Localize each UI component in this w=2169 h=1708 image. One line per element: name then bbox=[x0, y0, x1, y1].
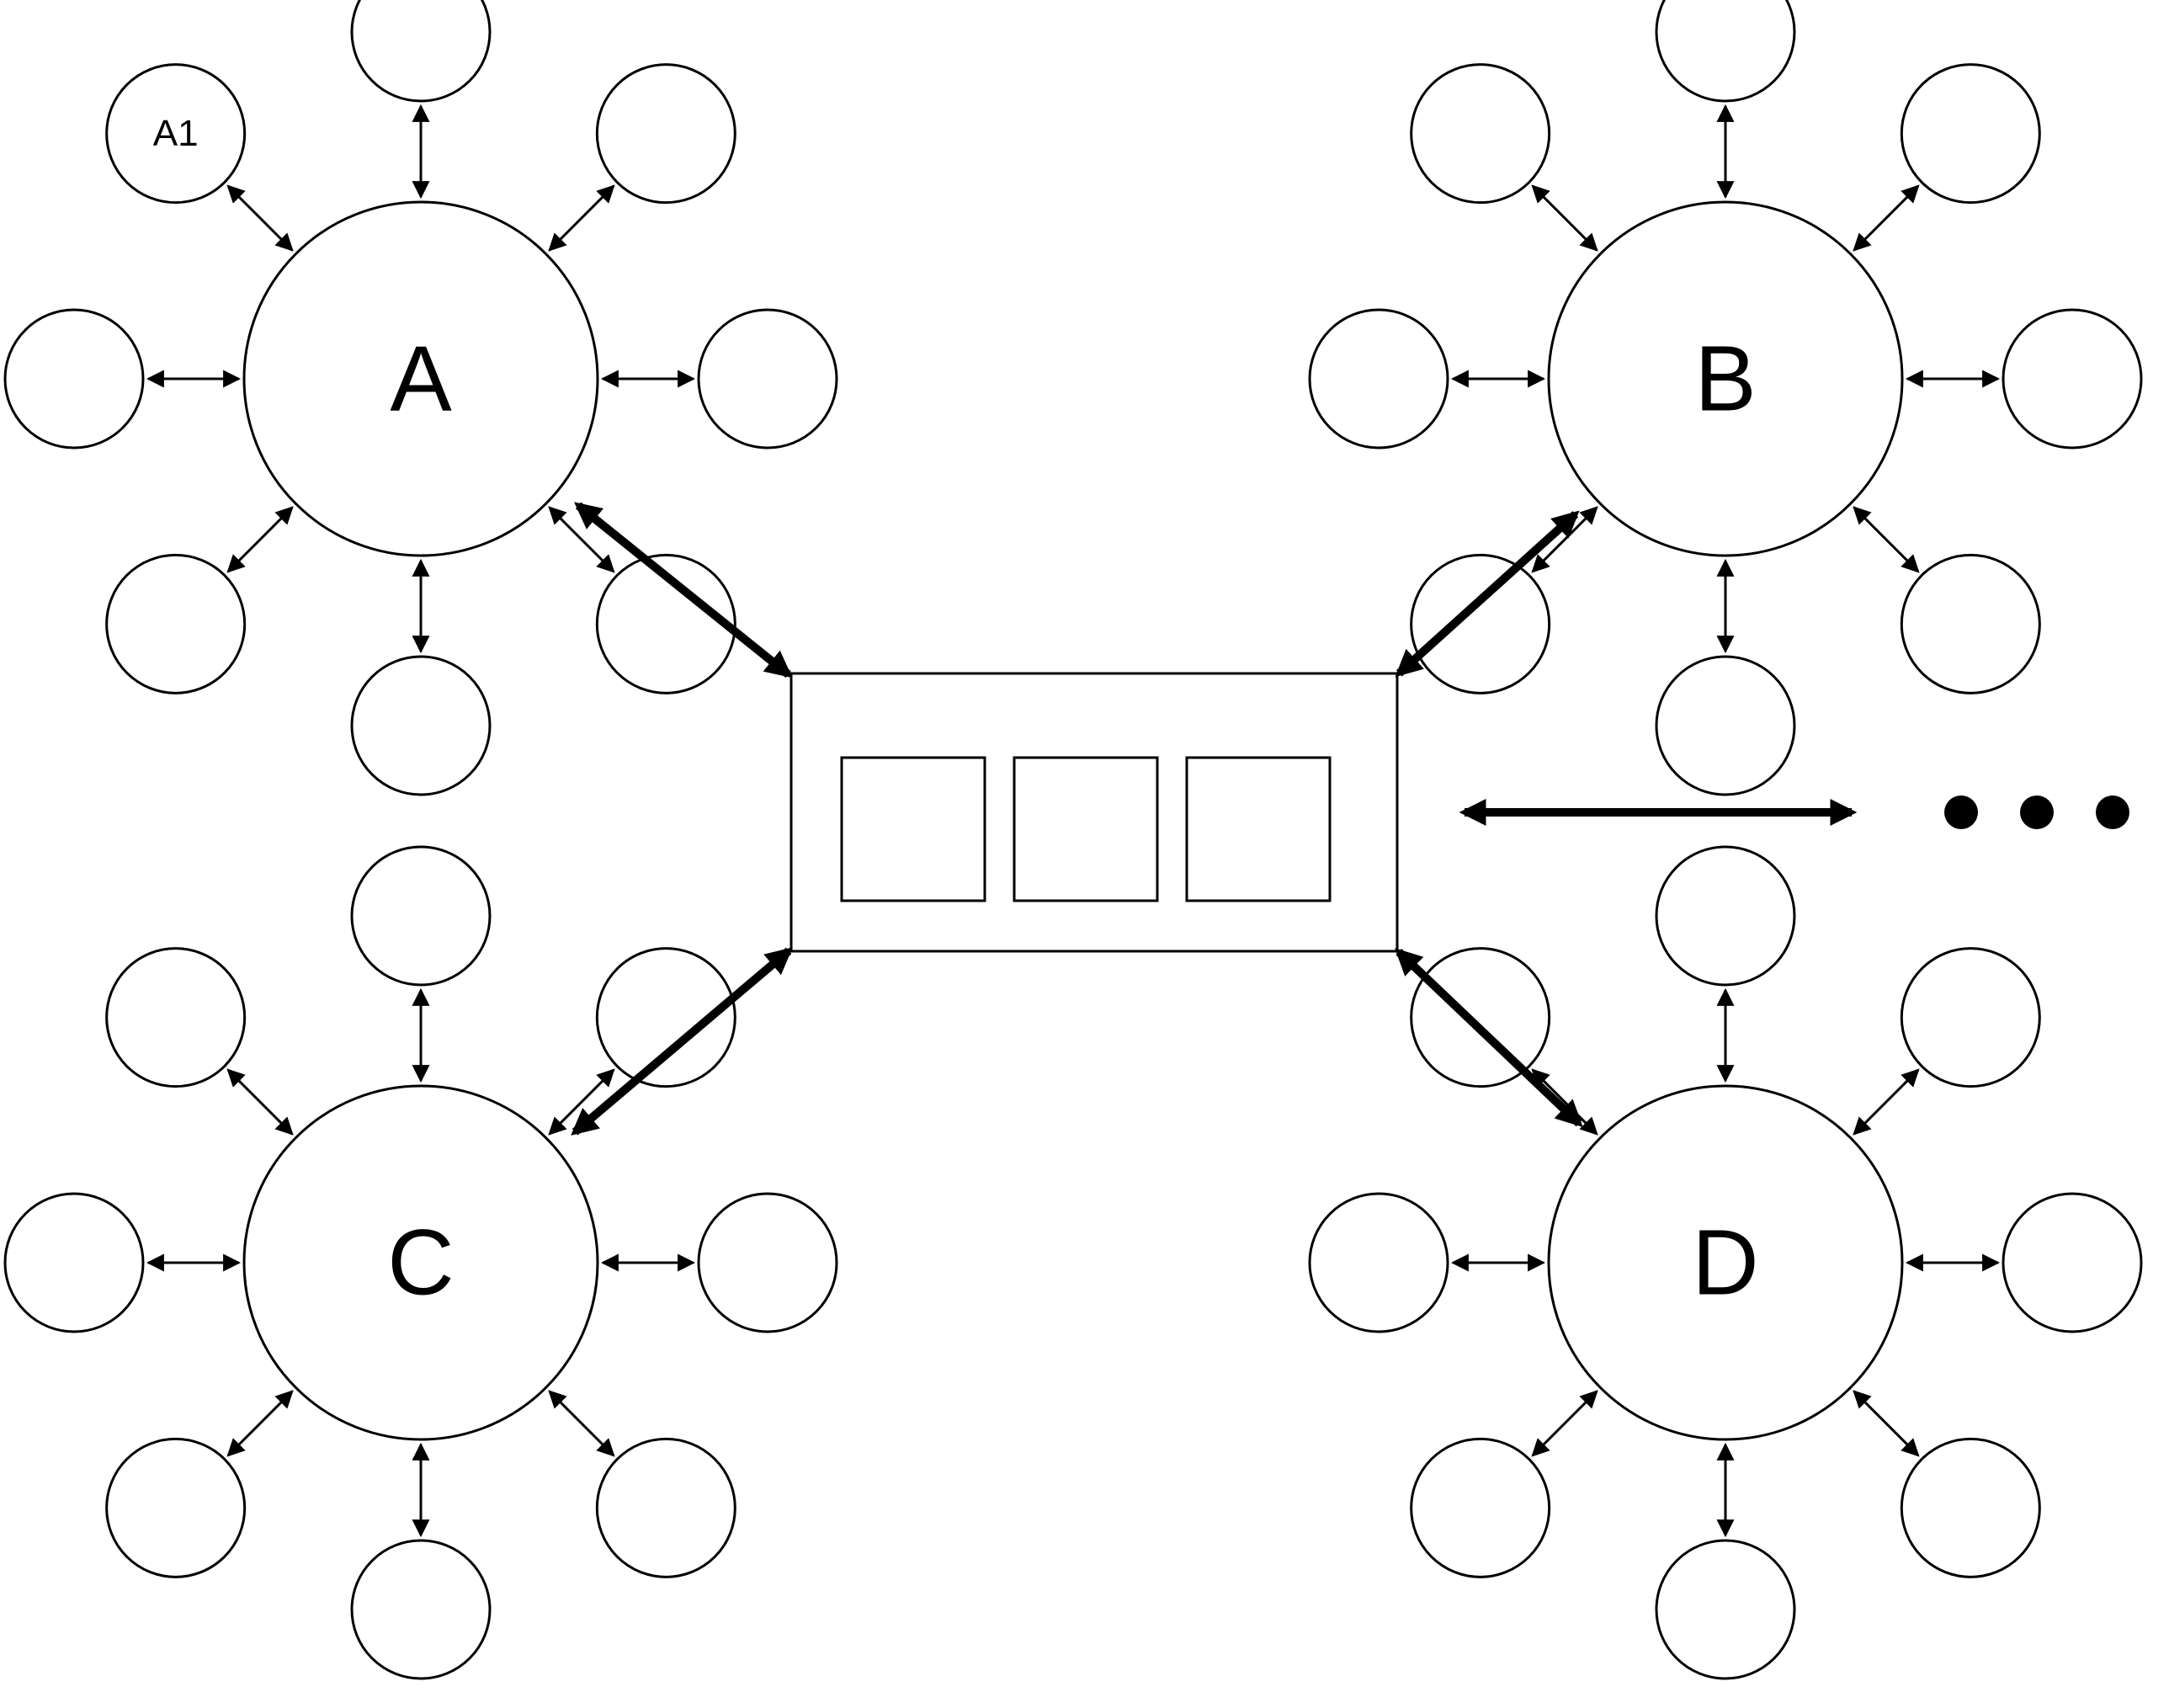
network-diagram: A1 A B C D bbox=[0, 0, 2169, 1708]
satellite-B--45 bbox=[1901, 65, 2039, 203]
spoke-C-45 bbox=[550, 1391, 614, 1455]
satellite-B-90 bbox=[1656, 657, 1794, 795]
spoke-D-135 bbox=[1533, 1391, 1597, 1455]
central-box-slot-2 bbox=[1014, 758, 1157, 901]
satellite-B--135 bbox=[1411, 65, 1550, 203]
hub-arrow-C bbox=[575, 950, 789, 1131]
spoke-D-45 bbox=[1854, 1391, 1918, 1455]
hub-arrow-B bbox=[1399, 514, 1576, 673]
central-box-slot-1 bbox=[842, 758, 985, 901]
satellite-D-135 bbox=[1411, 1439, 1550, 1577]
spoke-A-135 bbox=[228, 508, 292, 572]
spoke-A--45 bbox=[550, 186, 614, 250]
hub-arrow-A bbox=[578, 505, 789, 674]
satellite-C-45 bbox=[597, 1439, 735, 1577]
hub-label-A: A bbox=[390, 327, 452, 431]
hub-label-B: B bbox=[1694, 327, 1756, 431]
spoke-C-135 bbox=[228, 1391, 292, 1455]
satellite-D--135 bbox=[1411, 949, 1550, 1087]
satellite-C-90 bbox=[352, 1540, 490, 1679]
satellite-C-0 bbox=[699, 1194, 837, 1332]
spoke-A--135 bbox=[228, 186, 292, 250]
spoke-B--135 bbox=[1533, 186, 1597, 250]
satellite-B--90 bbox=[1656, 0, 1794, 101]
satellite-B-180 bbox=[1310, 310, 1448, 448]
satellite-B-0 bbox=[2003, 310, 2141, 448]
spoke-A-45 bbox=[550, 508, 614, 572]
satellite-D--90 bbox=[1656, 847, 1794, 985]
central-box bbox=[791, 673, 1397, 951]
satellite-A-135 bbox=[107, 555, 245, 693]
satellite-B-135 bbox=[1411, 555, 1550, 693]
satellite-label-a1: A1 bbox=[153, 113, 199, 154]
satellite-D-45 bbox=[1901, 1439, 2039, 1577]
satellite-D-90 bbox=[1656, 1540, 1794, 1679]
satellite-D-0 bbox=[2003, 1194, 2141, 1332]
satellite-C-180 bbox=[5, 1194, 143, 1332]
satellite-A--90 bbox=[352, 0, 490, 101]
ellipsis-dot-3 bbox=[2096, 795, 2129, 829]
satellite-D-180 bbox=[1310, 1194, 1448, 1332]
ellipsis-dot-1 bbox=[1944, 795, 1978, 829]
satellite-C-135 bbox=[107, 1439, 245, 1577]
hub-label-C: C bbox=[387, 1211, 454, 1315]
satellite-A-90 bbox=[352, 657, 490, 795]
hub-arrow-D bbox=[1399, 952, 1579, 1124]
spoke-D--45 bbox=[1854, 1070, 1918, 1134]
spoke-B-45 bbox=[1854, 508, 1918, 572]
satellite-B-45 bbox=[1901, 555, 2039, 693]
hub-label-D: D bbox=[1692, 1211, 1758, 1315]
ellipsis-dot-2 bbox=[2020, 795, 2054, 829]
satellite-A-180 bbox=[5, 310, 143, 448]
spoke-C--135 bbox=[228, 1070, 292, 1134]
satellite-C--90 bbox=[352, 847, 490, 985]
spoke-B--45 bbox=[1854, 186, 1918, 250]
satellite-C--135 bbox=[107, 949, 245, 1087]
satellite-A-0 bbox=[699, 310, 837, 448]
satellite-A--45 bbox=[597, 65, 735, 203]
satellite-D--45 bbox=[1901, 949, 2039, 1087]
spoke-D--135 bbox=[1533, 1070, 1597, 1134]
central-box-slot-3 bbox=[1187, 758, 1330, 901]
